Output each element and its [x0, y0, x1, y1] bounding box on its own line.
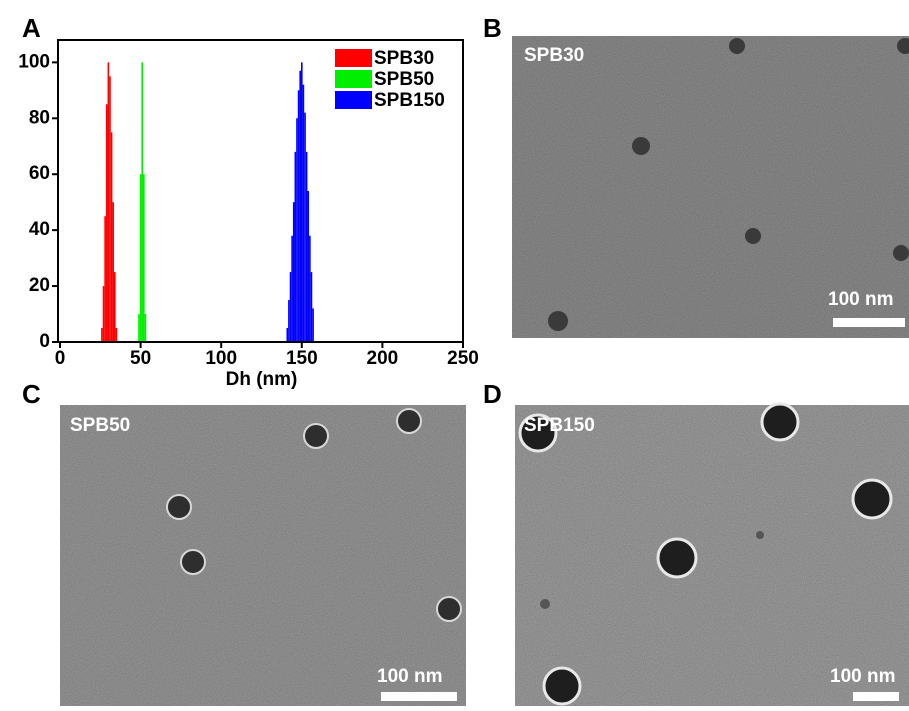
- y-tick-label: 100: [18, 51, 50, 72]
- panel-label: B: [483, 13, 502, 43]
- bar: [115, 328, 118, 342]
- bar: [312, 308, 314, 342]
- y-tick-label: 40: [29, 219, 50, 240]
- bar: [304, 112, 306, 342]
- panel-label: C: [22, 379, 41, 409]
- bar: [289, 272, 292, 342]
- bar: [305, 151, 308, 342]
- bar: [307, 191, 310, 342]
- x-tick-label: 0: [55, 348, 66, 369]
- legend-label: SPB30: [374, 48, 434, 69]
- bar: [110, 132, 113, 342]
- bar: [294, 151, 297, 342]
- bar: [138, 314, 140, 342]
- bar: [288, 300, 290, 342]
- scale-label: 100 nm: [377, 666, 442, 687]
- bar: [291, 235, 293, 342]
- bar: [105, 104, 108, 342]
- panel-label: D: [483, 379, 502, 409]
- x-tick-label: 250: [447, 348, 479, 369]
- bar: [114, 272, 116, 342]
- x-tick-label: 50: [130, 348, 151, 369]
- image-label: SPB30: [524, 45, 584, 66]
- scale-bar: [833, 318, 905, 327]
- scale-bar: [853, 692, 899, 701]
- bar: [309, 235, 311, 342]
- bar: [101, 328, 103, 342]
- y-tick-label: 20: [29, 275, 50, 296]
- y-tick-label: 0: [39, 331, 50, 352]
- legend-label: SPB50: [374, 69, 434, 90]
- y-tick-label: 80: [29, 107, 50, 128]
- x-tick-label: 100: [205, 348, 237, 369]
- bar: [297, 90, 300, 342]
- bar: [112, 202, 115, 342]
- bar: [104, 216, 106, 342]
- y-tick-label: 60: [29, 163, 50, 184]
- legend-swatch: [335, 91, 372, 109]
- plot-frame: [57, 39, 464, 343]
- bar: [141, 62, 144, 343]
- scale-label: 100 nm: [830, 666, 895, 687]
- bar: [286, 328, 289, 342]
- bar: [300, 62, 303, 343]
- bar: [296, 118, 298, 342]
- bar: [109, 76, 111, 342]
- bar: [310, 272, 313, 342]
- bar: [143, 174, 145, 342]
- x-tick-label: 150: [286, 348, 318, 369]
- bar: [139, 174, 142, 342]
- tem-image: SPB30 100 nm: [512, 36, 909, 338]
- bar: [107, 62, 110, 343]
- tem-image: SPB150 100 nm: [515, 402, 909, 706]
- legend-swatch: [335, 49, 372, 67]
- image-label: SPB50: [70, 415, 130, 436]
- scale-bar: [381, 692, 457, 701]
- x-axis-label: Dh (nm): [226, 369, 298, 390]
- image-label: SPB150: [524, 415, 595, 436]
- bar: [302, 84, 305, 343]
- x-tick-label: 200: [367, 348, 399, 369]
- bar: [144, 314, 147, 342]
- scale-label: 100 nm: [828, 289, 893, 310]
- legend-label: SPB150: [374, 90, 445, 111]
- bar: [292, 202, 295, 342]
- panel-label: A: [22, 13, 41, 43]
- bar: [102, 286, 105, 342]
- legend-swatch: [335, 70, 372, 88]
- bar: [299, 70, 301, 342]
- tem-image: SPB50 100 nm: [60, 405, 466, 706]
